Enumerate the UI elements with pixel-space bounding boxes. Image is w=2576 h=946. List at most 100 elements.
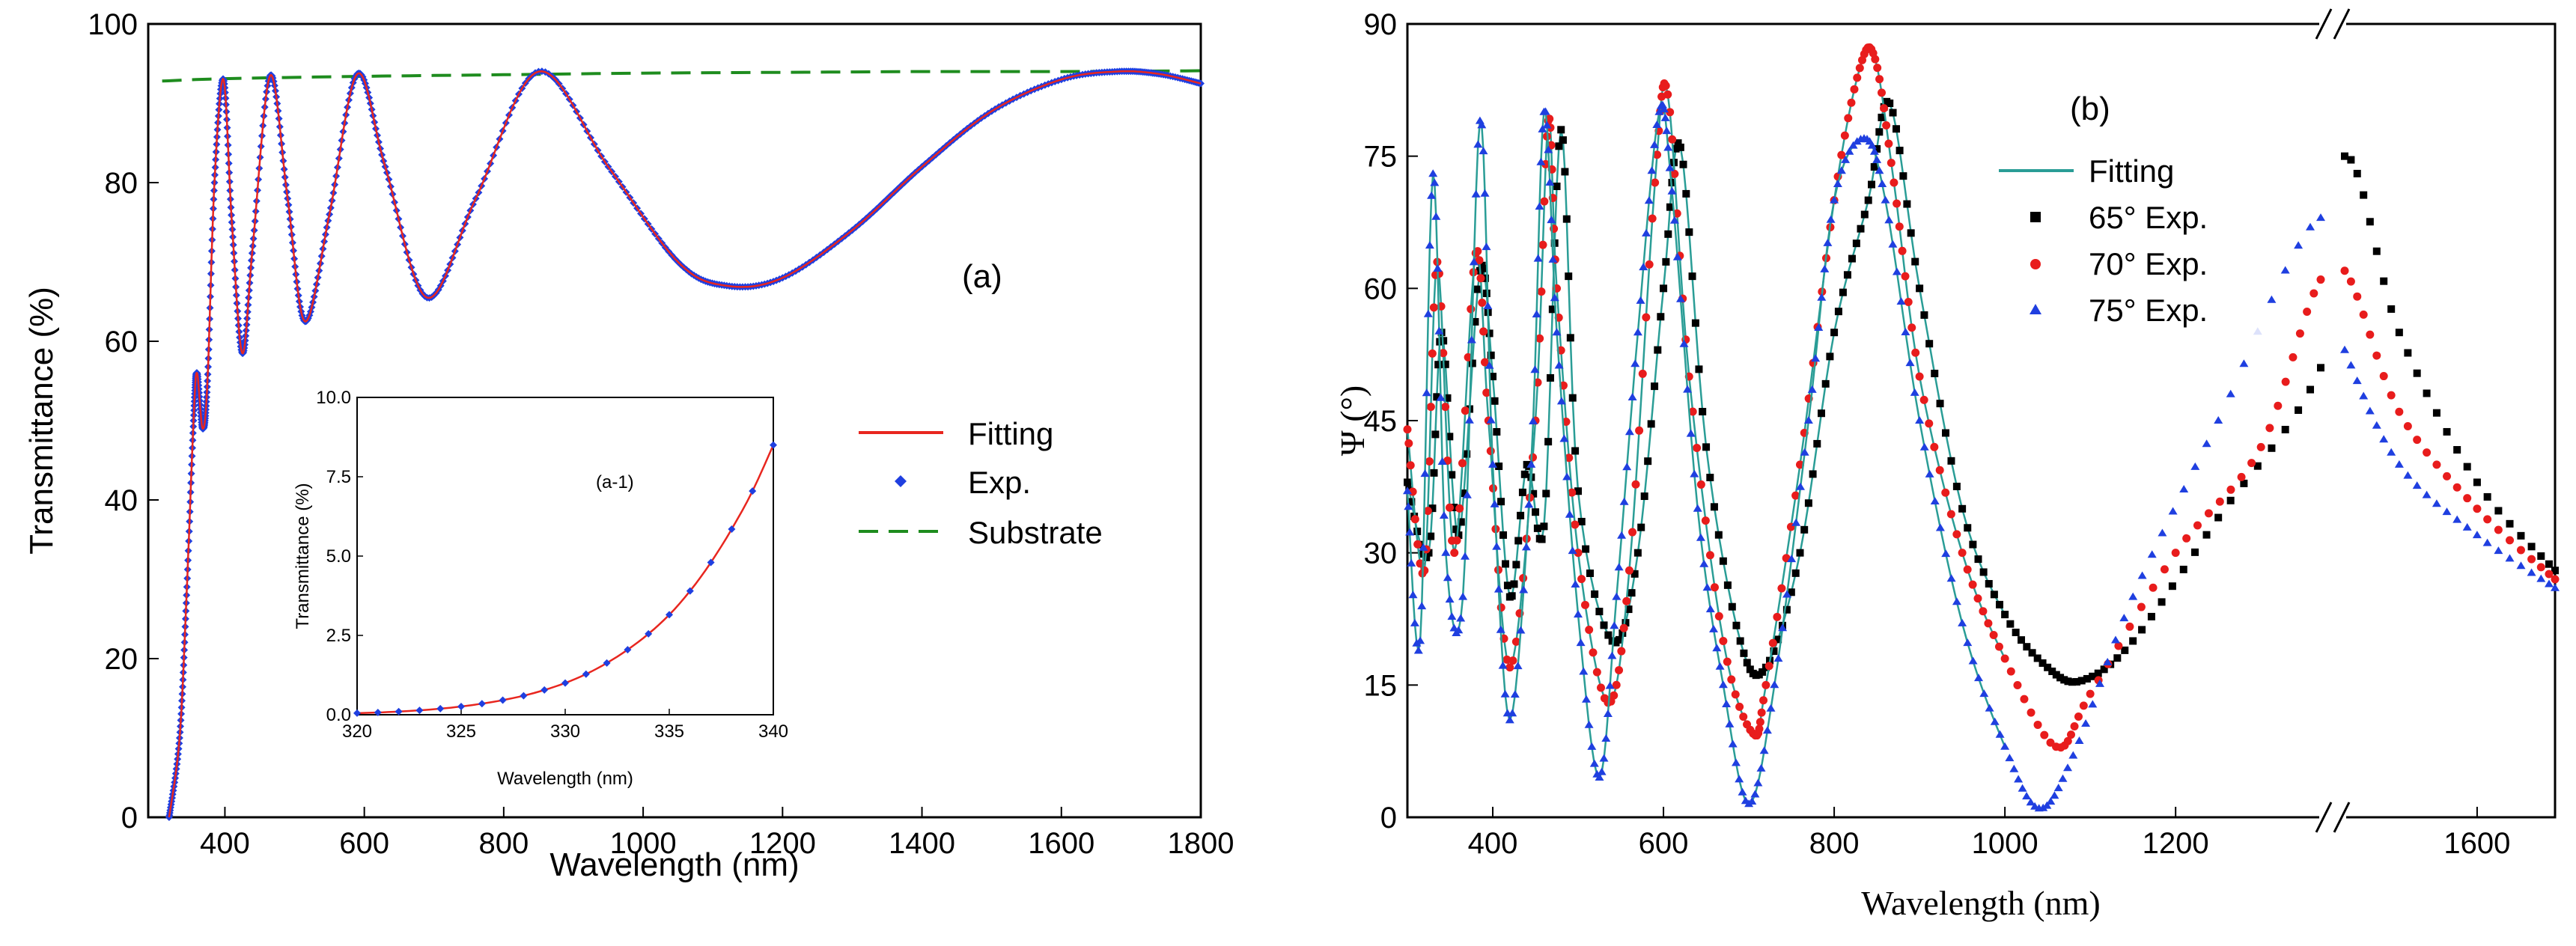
exp-65-point — [2048, 668, 2056, 676]
exp-65-point — [2395, 329, 2403, 337]
exp-65-point — [1875, 128, 1884, 136]
exp-75-point — [2551, 583, 2560, 591]
inset-x-axis-label: Wavelength (nm) — [497, 769, 633, 789]
exp-75-point — [1974, 674, 1983, 682]
exp-75-point — [2536, 574, 2546, 582]
exp-65-point — [1489, 373, 1497, 381]
exp-65-point — [1654, 346, 1662, 354]
exp-65-point — [2453, 446, 2461, 454]
exp-70-point — [1642, 313, 1651, 322]
exp-70-point — [1403, 425, 1412, 434]
panel-b-tag: (b) — [2070, 91, 2110, 127]
exp-70-point — [1467, 305, 1476, 314]
exp-65-point — [1848, 254, 1856, 263]
exp-70-point — [1877, 88, 1886, 97]
exp-75-point — [1589, 759, 1599, 767]
exp-70-point — [1450, 549, 1459, 558]
exp-65-point — [1969, 540, 1977, 549]
panel-b-frame — [1406, 22, 2557, 819]
exp-65-point — [1441, 360, 1449, 368]
exp-65-point — [1471, 317, 1479, 326]
exp-70-point — [1759, 696, 1768, 705]
exp-65-point — [1497, 498, 1505, 506]
exp-65-point — [1582, 545, 1590, 553]
exp-75-point — [1915, 416, 1925, 424]
exp-75-point — [2442, 507, 2452, 516]
exp-65-point — [2056, 674, 2065, 682]
exp-75-point — [2462, 522, 2472, 531]
exp-65-point — [1964, 524, 1972, 532]
exp-70-point — [1565, 454, 1574, 463]
exp-65-point — [1782, 605, 1791, 614]
exp-75-point — [2432, 499, 2441, 507]
exp-70-point — [1631, 480, 1640, 489]
exp-70-point — [1884, 139, 1893, 148]
exp-65-point — [1839, 288, 1847, 296]
exp-75-point — [1473, 140, 1483, 148]
exp-70-point — [2379, 372, 2388, 381]
exp-70-point — [1452, 536, 1461, 545]
inset-ticks: 320 325 330 335 340 0.0 2.5 5.0 7.5 10.0 — [316, 388, 788, 742]
exp-70-point — [1568, 488, 1577, 497]
inset-exp-point — [457, 703, 465, 710]
exp-75-point — [1679, 339, 1689, 347]
exp-75-point — [1881, 195, 1890, 204]
exp-70-point — [2149, 583, 2158, 592]
exp-75-point — [1483, 302, 1493, 310]
exp-75-point — [1732, 758, 1741, 766]
exp-75-point — [2128, 592, 2138, 600]
exp-70-point — [2046, 738, 2055, 747]
exp-75-point — [1530, 365, 1540, 373]
exp-75-point — [1431, 212, 1441, 220]
exp-75-point — [1547, 216, 1556, 224]
legend-b-fitting-label: Fitting — [2089, 153, 2174, 189]
exp-70-point — [1479, 327, 1488, 336]
panel-b-y-tick-label: 60 — [1364, 272, 1398, 305]
exp-75-point — [1696, 533, 1705, 541]
exp-65-point — [1695, 365, 1703, 373]
series-2 — [1403, 100, 2560, 812]
panel-b-y-tick-label: 90 — [1364, 8, 1398, 41]
exp-65-point — [1615, 635, 1623, 644]
exp-65-point — [1664, 230, 1672, 238]
exp-75-point — [2009, 764, 2019, 772]
exp-65-point — [1487, 351, 1495, 359]
exp-75-point — [1533, 254, 1543, 262]
exp-75-point — [1841, 155, 1851, 163]
exp-65-point — [2012, 628, 2020, 636]
exp-75-point — [1869, 147, 1879, 155]
exp-70-point — [1853, 73, 1862, 82]
inset-exp-point — [499, 696, 507, 704]
panel-a-tag: (a) — [962, 258, 1002, 295]
exp-75-point — [2379, 435, 2389, 443]
exp-65-point — [1896, 147, 1904, 155]
exp-70-point — [1535, 334, 1544, 343]
exp-65-point — [1657, 313, 1665, 321]
exp-65-point — [1804, 499, 1812, 507]
exp-75-point — [1990, 717, 2000, 725]
exp-75-point — [1773, 654, 1783, 662]
exp-65-point — [1627, 589, 1636, 597]
exp-65-point — [1450, 504, 1458, 512]
exp-75-point — [1796, 482, 1805, 490]
exp-70-point — [1693, 443, 1702, 452]
exp-70-point — [1735, 702, 1744, 711]
exp-65-point — [1826, 353, 1834, 361]
exp-65-point — [1493, 427, 1501, 436]
exp-75-point — [2359, 391, 2369, 400]
exp-75-point — [1683, 385, 1693, 393]
exp-75-point — [2179, 485, 2189, 492]
exp-65-point — [1728, 602, 1736, 611]
exp-75-point — [1968, 656, 1978, 665]
exp-70-point — [1925, 419, 1934, 428]
exp-65-point — [1428, 504, 1437, 513]
exp-75-point — [1766, 704, 1776, 712]
exp-75-point — [1722, 700, 1732, 707]
inset-y-tick-label: 0.0 — [326, 705, 351, 725]
exp-70-point — [2463, 494, 2472, 503]
exp-75-point — [2267, 295, 2277, 303]
exp-65-point — [1533, 524, 1541, 532]
fitting-line-2 — [1406, 103, 2006, 805]
exp-65-point — [2113, 654, 2122, 662]
exp-70-point — [2443, 472, 2452, 480]
